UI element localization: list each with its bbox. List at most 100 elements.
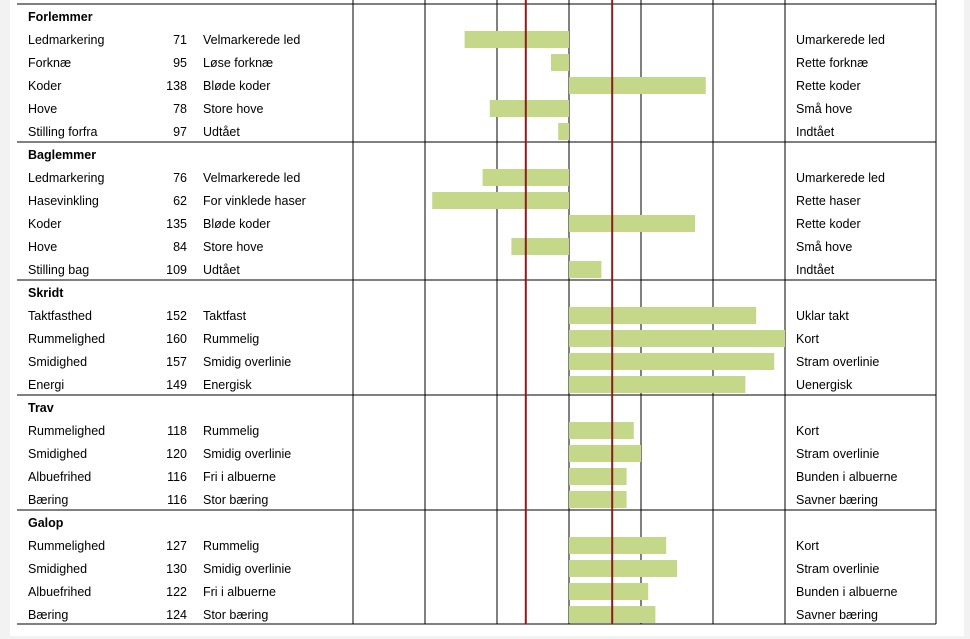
bar [569, 330, 785, 347]
low-descriptor: Fri i albuerne [203, 584, 276, 599]
row-label: Stilling forfra [28, 124, 98, 139]
row-label: Hasevinkling [28, 193, 99, 208]
low-descriptor: Rummelig [203, 538, 260, 553]
low-descriptor: Rummelig [203, 331, 260, 346]
row-value: 116 [167, 492, 187, 507]
group-heading: Baglemmer [28, 147, 97, 162]
bar [489, 100, 569, 117]
high-descriptor: Små hove [796, 239, 853, 254]
low-descriptor: Smidig overlinie [203, 354, 292, 369]
low-descriptor: Energisk [203, 377, 252, 392]
row-label: Smidighed [28, 446, 88, 461]
row-label: Taktfasthed [28, 308, 92, 323]
low-descriptor: Udtået [203, 262, 240, 277]
high-descriptor: Indtået [796, 262, 835, 277]
group-heading: Trav [28, 400, 54, 415]
high-descriptor: Kort [796, 538, 819, 553]
high-descriptor: Indtået [796, 124, 835, 139]
row-label: Koder [28, 216, 62, 231]
row-label: Energi [28, 377, 65, 392]
low-descriptor: For vinklede haser [203, 193, 306, 208]
row-label: Bæring [28, 607, 69, 622]
row-value: 76 [173, 170, 187, 185]
high-descriptor: Uklar takt [796, 308, 849, 323]
row-label: Hove [28, 239, 58, 254]
row-value: 109 [166, 262, 187, 277]
bar [569, 215, 695, 232]
high-descriptor: Stram overlinie [796, 561, 880, 576]
high-descriptor: Stram overlinie [796, 354, 880, 369]
row-value: 84 [173, 239, 187, 254]
high-descriptor: Savner bæring [796, 607, 878, 622]
high-descriptor: Umarkerede led [796, 170, 885, 185]
row-value: 124 [166, 607, 187, 622]
low-descriptor: Stor bæring [203, 492, 269, 507]
row-label: Bæring [28, 492, 69, 507]
row-label: Albuefrihed [28, 469, 92, 484]
low-descriptor: Smidig overlinie [203, 561, 292, 576]
row-label: Ledmarkering [28, 170, 105, 185]
bar [464, 31, 569, 48]
bar [569, 77, 706, 94]
high-descriptor: Bunden i albuerne [796, 469, 898, 484]
low-descriptor: Stor bæring [203, 607, 269, 622]
chart-card [10, 0, 964, 636]
bar [569, 560, 677, 577]
row-value: 62 [173, 193, 187, 208]
group-heading: Forlemmer [28, 9, 93, 24]
row-value: 122 [166, 584, 187, 599]
row-value: 127 [166, 538, 187, 553]
high-descriptor: Rette koder [796, 216, 861, 231]
row-label: Smidighed [28, 354, 88, 369]
low-descriptor: Rummelig [203, 423, 260, 438]
high-descriptor: Små hove [796, 101, 853, 116]
row-value: 157 [166, 354, 187, 369]
high-descriptor: Rette haser [796, 193, 861, 208]
row-value: 95 [173, 55, 187, 70]
row-label: Ledmarkering [28, 32, 105, 47]
row-value: 135 [166, 216, 187, 231]
row-value: 118 [167, 423, 187, 438]
high-descriptor: Rette koder [796, 78, 861, 93]
row-label: Rummelighed [28, 538, 106, 553]
row-value: 152 [166, 308, 187, 323]
high-descriptor: Umarkerede led [796, 32, 885, 47]
high-descriptor: Bunden i albuerne [796, 584, 898, 599]
bar [569, 583, 649, 600]
low-descriptor: Store hove [203, 101, 264, 116]
row-value: 149 [166, 377, 187, 392]
low-descriptor: Bløde koder [203, 78, 271, 93]
high-descriptor: Rette forknæ [796, 55, 869, 70]
group-heading: Galop [28, 515, 64, 530]
low-descriptor: Velmarkerede led [203, 32, 301, 47]
low-descriptor: Taktfast [203, 308, 247, 323]
bar [569, 307, 757, 324]
row-label: Smidighed [28, 561, 88, 576]
row-value: 97 [173, 124, 187, 139]
bar [551, 54, 569, 71]
row-label: Rummelighed [28, 331, 106, 346]
row-label: Albuefrihed [28, 584, 92, 599]
row-label: Stilling bag [28, 262, 90, 277]
bar [569, 422, 634, 439]
row-value: 71 [173, 32, 187, 47]
high-descriptor: Kort [796, 423, 819, 438]
row-value: 120 [166, 446, 187, 461]
group-heading: Skridt [28, 285, 64, 300]
bar [558, 123, 569, 140]
bar [432, 192, 569, 209]
high-descriptor: Stram overlinie [796, 446, 880, 461]
row-label: Hove [28, 101, 58, 116]
high-descriptor: Uenergisk [796, 377, 853, 392]
row-value: 78 [173, 101, 187, 116]
low-descriptor: Bløde koder [203, 216, 271, 231]
low-descriptor: Løse forknæ [203, 55, 274, 70]
bar [569, 353, 775, 370]
row-value: 116 [167, 469, 187, 484]
low-descriptor: Fri i albuerne [203, 469, 276, 484]
row-label: Rummelighed [28, 423, 106, 438]
low-descriptor: Smidig overlinie [203, 446, 292, 461]
low-descriptor: Udtået [203, 124, 240, 139]
